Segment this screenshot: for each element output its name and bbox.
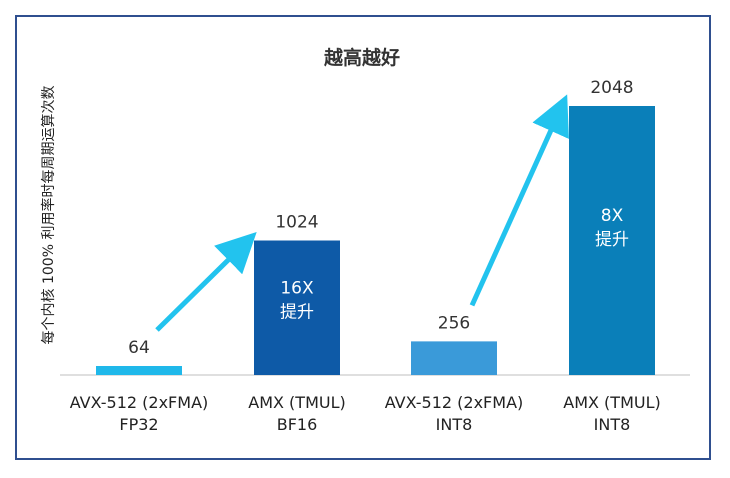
category-label-0-1: FP32 (119, 415, 158, 434)
chart-title: 越高越好 (323, 46, 400, 69)
value-label-3: 2048 (590, 78, 633, 98)
bar-2 (411, 341, 497, 375)
category-label-1-1: BF16 (277, 415, 318, 434)
bar-1 (254, 240, 340, 375)
category-label-1-0: AMX (TMUL) (248, 393, 345, 412)
value-label-2: 256 (438, 313, 470, 333)
value-label-1: 1024 (275, 213, 318, 233)
bar-annotation-3-1: 提升 (595, 230, 629, 250)
category-label-3-1: INT8 (594, 415, 631, 434)
category-label-2-0: AVX-512 (2xFMA) (385, 393, 524, 412)
growth-arrow-1 (469, 94, 569, 307)
growth-arrow-0 (155, 231, 257, 332)
category-label-0-0: AVX-512 (2xFMA) (70, 393, 209, 412)
bar-annotation-1-0: 16X (280, 279, 314, 299)
bar-0 (96, 366, 182, 375)
y-axis-label: 每个内核 100% 利用率时每周期运算次数 (40, 86, 57, 345)
bar-annotation-1-1: 提升 (280, 303, 314, 323)
value-label-0: 64 (128, 338, 150, 358)
bar-annotation-3-0: 8X (601, 206, 624, 226)
category-label-2-1: INT8 (436, 415, 473, 434)
bar-3 (569, 106, 655, 375)
category-label-3-0: AMX (TMUL) (563, 393, 660, 412)
